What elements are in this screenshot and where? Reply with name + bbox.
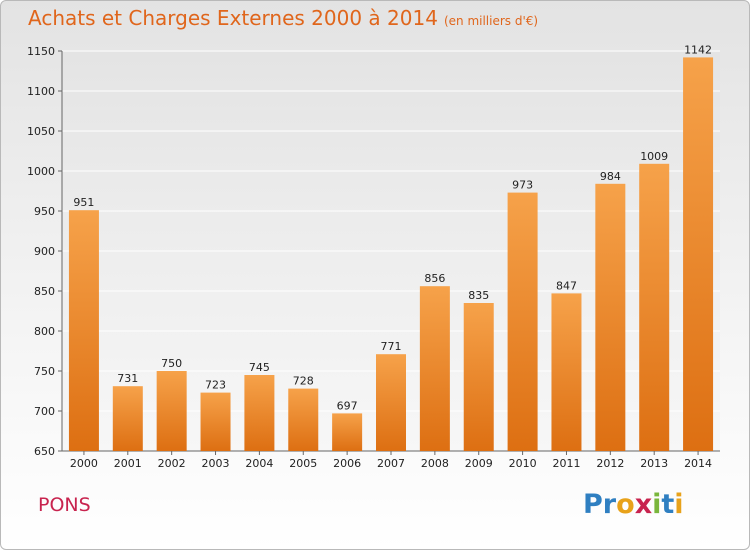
logo-letter: i (652, 489, 662, 520)
y-tick-label: 1050 (27, 125, 55, 138)
y-tick-label: 1150 (27, 45, 55, 58)
x-tick-label: 2008 (421, 457, 449, 470)
bar (463, 303, 494, 451)
x-tick-label: 2001 (114, 457, 142, 470)
x-tick-label: 2005 (289, 457, 317, 470)
bar-value-label: 856 (424, 272, 445, 285)
logo-letter: o (616, 489, 635, 520)
bar-value-label: 723 (205, 379, 226, 392)
y-tick-label: 650 (34, 445, 55, 458)
bar (112, 386, 143, 451)
x-tick-label: 2007 (377, 457, 405, 470)
bar-value-label: 951 (73, 196, 94, 209)
x-tick-label: 2003 (202, 457, 230, 470)
x-tick-label: 2002 (158, 457, 186, 470)
logo-letter: x (634, 489, 653, 520)
chart-title-unit: (en milliers d'€) (443, 14, 539, 28)
x-tick-label: 2004 (245, 457, 273, 470)
x-tick-label: 2011 (552, 457, 580, 470)
bar (332, 413, 363, 451)
bar-value-label: 697 (337, 399, 358, 412)
chart-title: Achats et Charges Externes 2000 à 2014 (e… (28, 6, 538, 30)
bar (507, 192, 538, 451)
y-tick-label: 950 (34, 205, 55, 218)
bar-value-label: 728 (293, 375, 314, 388)
bar-value-label: 835 (468, 289, 489, 302)
bar-value-label: 984 (600, 170, 621, 183)
y-tick-label: 900 (34, 245, 55, 258)
x-tick-label: 2000 (70, 457, 98, 470)
bar (376, 354, 406, 451)
proxiti-logo: Proxiti (583, 489, 684, 520)
logo-letter: t (661, 489, 675, 520)
bar (683, 57, 714, 452)
bar (156, 371, 187, 451)
bar-value-label: 750 (161, 357, 182, 370)
x-tick-label: 2006 (333, 457, 361, 470)
bar-value-label: 1009 (640, 150, 668, 163)
y-tick-label: 850 (34, 285, 55, 298)
logo-letter: r (602, 489, 617, 520)
bar-value-label: 731 (117, 372, 138, 385)
bar (419, 286, 450, 451)
x-tick-label: 2010 (509, 457, 537, 470)
x-tick-label: 2014 (684, 457, 712, 470)
y-tick-label: 800 (34, 325, 55, 338)
y-tick-label: 1100 (27, 85, 55, 98)
bar (200, 392, 231, 451)
bar-value-label: 847 (556, 279, 577, 292)
logo-letter: i (674, 489, 684, 520)
logo-letter: P (583, 489, 603, 520)
commune-name: PONS (38, 494, 91, 516)
bar-value-label: 973 (512, 179, 533, 192)
bar-value-label: 1142 (684, 43, 712, 56)
bar (244, 375, 275, 451)
bar (595, 183, 626, 452)
bar (288, 388, 319, 451)
bar-value-label: 745 (249, 361, 270, 374)
bar-value-label: 771 (381, 340, 402, 353)
x-tick-label: 2009 (465, 457, 493, 470)
y-tick-label: 1000 (27, 165, 55, 178)
bar (551, 293, 582, 451)
chart-title-main: Achats et Charges Externes 2000 à 2014 (28, 6, 438, 30)
x-tick-label: 2013 (640, 457, 668, 470)
bar (639, 163, 670, 452)
bar (68, 210, 99, 451)
x-tick-label: 2012 (596, 457, 624, 470)
y-tick-label: 750 (34, 365, 55, 378)
y-tick-label: 700 (34, 405, 55, 418)
